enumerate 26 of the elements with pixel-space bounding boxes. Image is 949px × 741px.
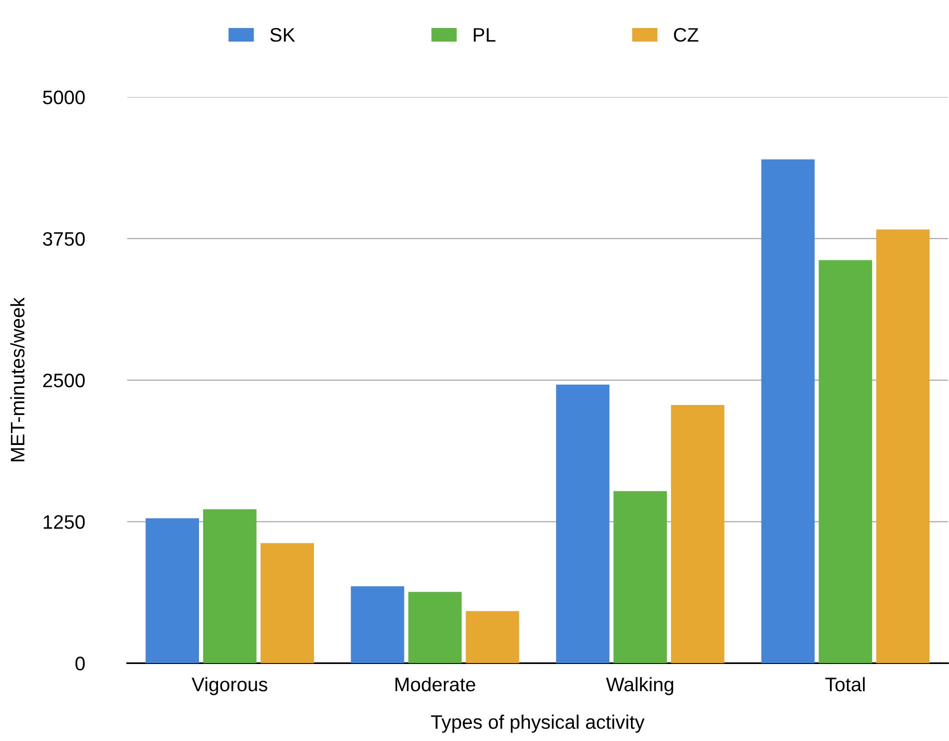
- bar: [350, 586, 404, 664]
- y-tick-label: 5000: [43, 90, 85, 104]
- x-tick-label: Moderate: [396, 677, 476, 692]
- bar: [761, 159, 815, 664]
- y-tick-label: 3750: [42, 232, 85, 246]
- bar: [876, 230, 930, 664]
- bar: [466, 611, 520, 664]
- y-axis-title: MET-minutes/week: [10, 297, 25, 462]
- x-tick-label: Total: [825, 677, 865, 692]
- bar: [614, 491, 667, 664]
- x-tick-label: Walking: [606, 677, 674, 696]
- y-tick-label: 0: [75, 656, 85, 670]
- bar: [146, 518, 199, 664]
- legend-label: CZ: [674, 28, 698, 42]
- bar: [818, 260, 872, 664]
- x-axis-title: Types of physical activity: [431, 714, 645, 733]
- bar: [556, 384, 610, 664]
- legend-label: SK: [270, 28, 296, 42]
- y-tick-label: 2500: [43, 374, 85, 388]
- bar: [203, 509, 256, 664]
- bar: [671, 405, 724, 664]
- x-tick-label: Vigorous: [192, 677, 268, 696]
- legend-label: PL: [474, 28, 496, 42]
- bar: [408, 592, 462, 664]
- y-tick-label: 1250: [44, 515, 85, 529]
- bar: [260, 543, 314, 664]
